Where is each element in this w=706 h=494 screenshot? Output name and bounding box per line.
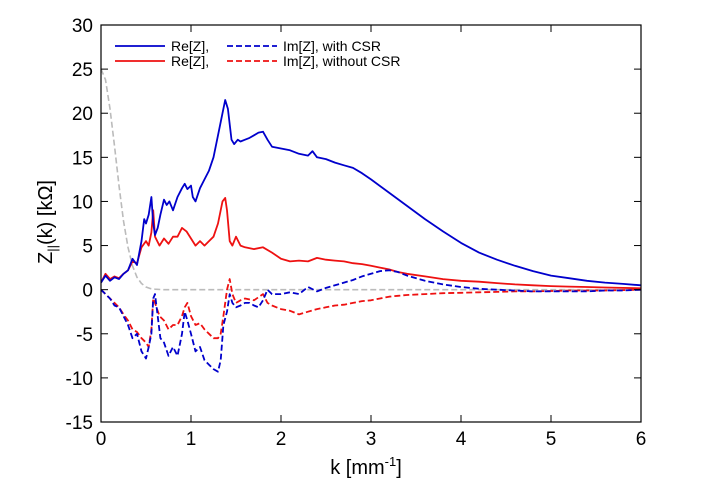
y-tick-label: -15 <box>66 413 93 434</box>
y-tick-label: 20 <box>72 104 93 125</box>
y-tick-label: 10 <box>72 192 93 213</box>
y-axis-label-subscript: || <box>45 245 60 252</box>
legend: Re[Z], Im[Z], with CSR Re[Z], Im[Z], wit… <box>115 38 400 69</box>
x-tick-label: 1 <box>186 429 197 450</box>
x-tick-label: 5 <box>546 429 557 450</box>
series-line-re-without <box>101 197 641 290</box>
x-tick-label: 2 <box>276 429 287 450</box>
y-tick-label: 30 <box>72 16 93 37</box>
series-layer <box>101 68 641 373</box>
tick-layer: 0 1 2 3 4 5 6 -15 -10 -5 0 5 10 15 20 25 30 <box>66 16 647 450</box>
series-line-bunch <box>101 68 641 291</box>
x-tick-label: 4 <box>456 429 467 450</box>
legend-label-im-with-csr: Im[Z], with CSR <box>283 38 381 54</box>
x-tick-label: 3 <box>366 429 377 450</box>
y-tick-label: 25 <box>72 60 93 81</box>
y-axis-label-end: (k) [kΩ] <box>35 180 57 245</box>
x-tick-label: 0 <box>96 429 107 450</box>
plot-frame <box>100 24 642 423</box>
series-line-im-with <box>101 269 641 373</box>
y-tick-label: 15 <box>72 148 93 169</box>
y-tick-label: -10 <box>66 369 93 390</box>
series-line-re-with <box>101 99 641 287</box>
x-axis-label-superscript: -1 <box>385 454 397 469</box>
y-axis-label: Z||(k) [kΩ] <box>35 180 60 264</box>
y-tick-label: -5 <box>76 325 93 346</box>
x-axis-label: k [mm-1] <box>330 454 402 479</box>
legend-label-re-without-csr: Re[Z], <box>171 53 209 69</box>
y-tick-label: 0 <box>82 281 93 302</box>
legend-label-im-without-csr: Im[Z], without CSR <box>283 53 400 69</box>
legend-label-re-with-csr: Re[Z], <box>171 38 209 54</box>
y-tick-label: 5 <box>82 237 93 258</box>
x-tick-label: 6 <box>636 429 647 450</box>
x-axis-label-end: ] <box>396 457 402 479</box>
